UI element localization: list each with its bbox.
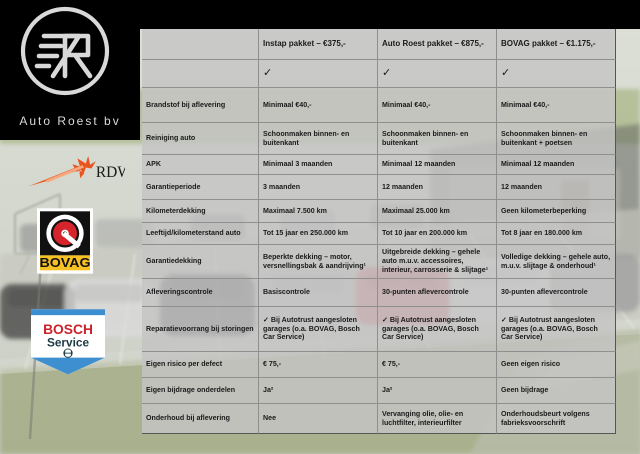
svg-text:Service: Service	[47, 336, 90, 350]
svg-text:RDW: RDW	[96, 164, 125, 181]
svg-text:BOSCH: BOSCH	[43, 321, 93, 337]
svg-text:BOVAG: BOVAG	[39, 256, 90, 270]
